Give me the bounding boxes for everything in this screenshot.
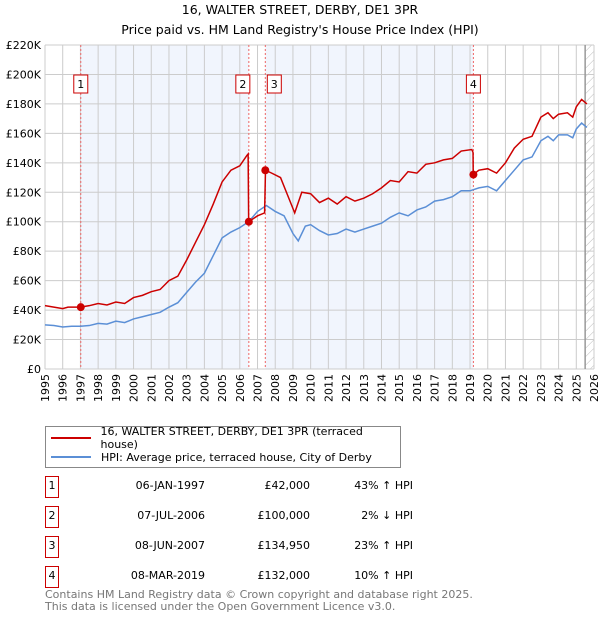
y-tick-label: £20K [13, 334, 42, 347]
y-tick-label: £160K [6, 127, 42, 140]
x-tick-label: 2009 [287, 374, 300, 402]
x-tick-label: 2003 [181, 374, 194, 402]
x-tick-label: 2010 [305, 374, 318, 402]
hpi-line [44, 122, 588, 328]
x-tick-label: 2014 [375, 374, 388, 402]
x-tick-label: 2008 [269, 374, 282, 402]
sale-label-box [266, 74, 282, 94]
sale-label: 1 [77, 78, 84, 91]
x-tick-label: 2013 [358, 374, 371, 402]
sale-row: 4 08-MAR-2019 £132,000 10% ↑ HPI [45, 566, 445, 588]
x-tick-label: 2001 [145, 374, 158, 402]
sale-date: 08-JUN-2007 [134, 539, 205, 552]
sale-label-box [465, 74, 481, 94]
footer: Contains HM Land Registry data © Crown c… [45, 589, 473, 613]
y-tick-label: £60K [13, 275, 42, 288]
shaded-period [80, 45, 249, 369]
sale-label: 3 [271, 78, 278, 91]
x-tick-label: 2026 [588, 374, 600, 402]
y-tick-label: £180K [6, 98, 42, 111]
sale-hpi-diff: 43% ↑ HPI [354, 479, 413, 492]
y-tick-label: £220K [6, 39, 42, 52]
x-tick-label: 2022 [517, 374, 530, 402]
x-tick-label: 1999 [110, 374, 123, 402]
y-tick-label: £200K [6, 68, 42, 81]
x-tick-label: 2019 [464, 374, 477, 402]
shaded-period [265, 45, 474, 369]
sale-date: 07-JUL-2006 [137, 509, 205, 522]
legend-label: HPI: Average price, terraced house, City… [101, 450, 372, 464]
x-tick-label: 2000 [128, 374, 141, 402]
legend-label: 16, WALTER STREET, DERBY, DE1 3PR (terra… [100, 425, 363, 451]
x-tick-label: 2011 [322, 374, 335, 402]
chart-subtitle: Price paid vs. HM Land Registry's House … [121, 22, 478, 37]
legend-item-property: 16, WALTER STREET, DERBY, DE1 3PR (terra… [51, 425, 400, 451]
y-tick-label: £100K [6, 216, 42, 229]
x-tick-label: 2002 [163, 374, 176, 402]
sale-label: 4 [470, 78, 477, 91]
x-tick-label: 1998 [92, 374, 105, 402]
sale-price: £42,000 [264, 479, 311, 492]
sale-number: 1 [45, 476, 59, 498]
footer-line-2: This data is licensed under the Open Gov… [45, 600, 396, 613]
chart-title: 16, WALTER STREET, DERBY, DE1 3PR [182, 2, 419, 17]
footer-line-1: Contains HM Land Registry data © Crown c… [45, 588, 473, 601]
x-tick-label: 2018 [446, 374, 459, 402]
x-tick-label: 2025 [570, 374, 583, 402]
x-tick-label: 1996 [57, 374, 70, 402]
x-tick-label: 2004 [198, 374, 211, 402]
sale-point [469, 170, 478, 179]
x-tick-label: 1997 [74, 374, 87, 402]
sale-row: 1 06-JAN-1997 £42,000 43% ↑ HPI [45, 476, 445, 498]
x-tick-label: 2005 [216, 374, 229, 402]
sale-label-box [235, 74, 251, 94]
x-tick-label: 2024 [553, 374, 566, 402]
legend-item-hpi: HPI: Average price, terraced house, City… [51, 448, 372, 466]
x-tick-label: 2023 [535, 374, 548, 402]
sale-hpi-diff: 23% ↑ HPI [354, 539, 413, 552]
sale-hpi-diff: 10% ↑ HPI [354, 569, 413, 582]
sale-date: 08-MAR-2019 [130, 569, 205, 582]
sale-price: £100,000 [257, 509, 311, 522]
x-tick-label: 2021 [499, 374, 512, 402]
sale-price: £132,000 [257, 569, 311, 582]
legend: 16, WALTER STREET, DERBY, DE1 3PR (terra… [45, 425, 401, 468]
x-tick-label: 2017 [429, 374, 442, 402]
sale-label-box [73, 74, 89, 94]
sale-point [244, 217, 253, 226]
sale-number: 4 [45, 566, 59, 588]
x-tick-label: 2006 [234, 374, 247, 402]
forecast-hatch [585, 45, 594, 369]
sale-row: 2 07-JUL-2006 £100,000 2% ↓ HPI [45, 506, 445, 528]
sale-label: 2 [239, 78, 246, 91]
sale-point [76, 303, 85, 312]
x-tick-label: 2012 [340, 374, 353, 402]
x-tick-label: 2015 [393, 374, 406, 402]
x-tick-label: 2007 [252, 374, 265, 402]
price-chart: 16, WALTER STREET, DERBY, DE1 3PR Price … [6, 2, 600, 402]
y-tick-label: £0 [27, 363, 41, 376]
y-tick-label: £80K [13, 245, 42, 258]
property-price-line [44, 98, 588, 310]
y-tick-label: £140K [6, 157, 42, 170]
legend-swatch-red [51, 437, 91, 439]
sale-point [261, 166, 270, 175]
x-tick-label: 1995 [39, 374, 52, 402]
y-tick-label: £40K [13, 304, 42, 317]
sale-date: 06-JAN-1997 [135, 479, 205, 492]
legend-swatch-blue [51, 456, 91, 458]
x-tick-label: 2016 [411, 374, 424, 402]
sale-number: 2 [45, 506, 59, 528]
sale-number: 3 [45, 536, 59, 558]
y-tick-label: £120K [6, 186, 42, 199]
sale-price: £134,950 [257, 539, 311, 552]
x-tick-label: 2020 [482, 374, 495, 402]
sale-hpi-diff: 2% ↓ HPI [361, 509, 413, 522]
sale-row: 3 08-JUN-2007 £134,950 23% ↑ HPI [45, 536, 445, 558]
